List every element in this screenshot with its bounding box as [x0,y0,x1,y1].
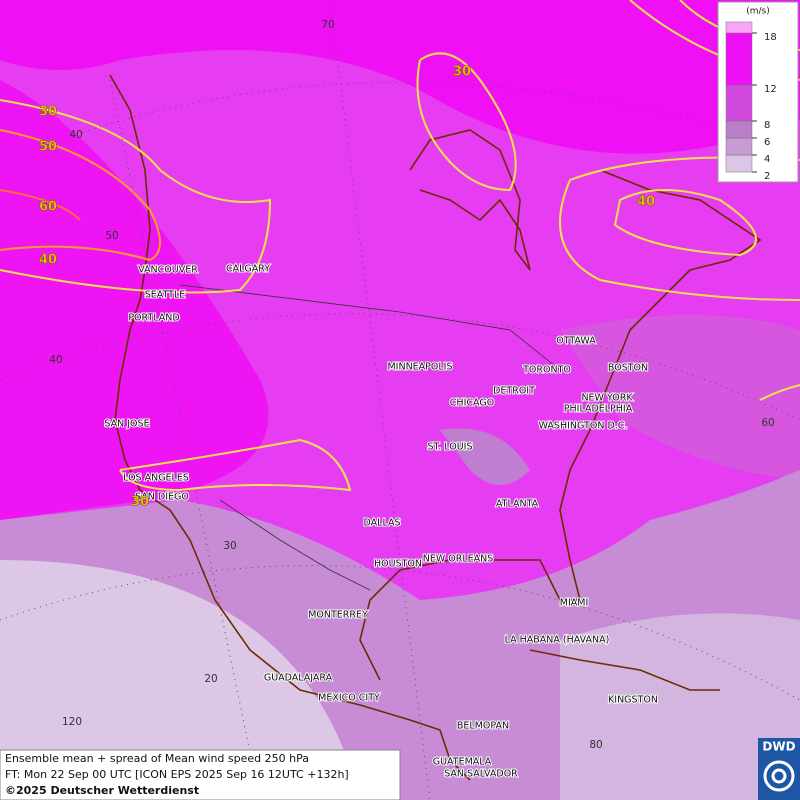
graticule-line [59,81,800,151]
border [219,499,371,591]
city-label: CHICAGO [450,398,494,409]
city-label: LOS ANGELES [123,473,189,484]
legend-unit: (m/s) [746,7,770,17]
contour-label: 30 [39,105,57,120]
graticule-label: 40 [49,354,62,366]
contour [0,129,161,262]
graticule-line [0,313,800,421]
graticule-label: 30 [223,540,236,552]
logo-swirl [771,768,787,784]
graticule-label: 120 [62,716,82,728]
city-label: MIAMI [560,598,589,609]
city-label: OTTAWA [556,336,596,347]
city-label: MINNEAPOLIS [387,362,452,373]
city-label: SEATTLE [145,290,186,301]
jet-region [0,0,800,154]
logo-swirl [763,760,795,792]
legend-band [725,154,753,173]
city-label: NEW ORLEANS [423,554,494,565]
shade-region [0,560,360,800]
shade-region [440,428,530,485]
legend-tick-label: 6 [764,137,770,148]
graticule-line [0,565,800,701]
city-label: MONTERREY [308,610,368,621]
city-label: VANCOUVER [138,265,198,276]
coastline [409,129,531,271]
city-label: BOSTON [608,363,648,374]
caption-line: FT: Mon 22 Sep 00 UTC [ICON EPS 2025 Sep… [5,768,349,781]
legend-band [725,21,753,34]
city-label: SAN SALVADOR [444,769,518,780]
contour [613,189,757,257]
city-label: DETROIT [493,386,535,397]
legend-band [725,32,753,86]
legend-band [725,84,753,122]
graticule-label: 40 [69,129,82,141]
legend: (m/s) 2 4 6 8 12 18 [717,1,799,183]
city-label: PHILADELPHIA [564,404,633,415]
legend-bands: 2 4 6 8 12 18 [725,21,777,182]
graticule-line [109,0,431,800]
jet-region [0,80,269,520]
legend-band [725,137,753,156]
contour-label: 30 [131,495,149,510]
shade-region [560,613,800,800]
coastline [529,649,720,691]
legend-tick-label: 4 [764,154,770,165]
logo-text: DWD [762,740,795,754]
contour-label: 50 [39,140,57,155]
city-label: NEW YORK [581,393,633,404]
caption-line: Ensemble mean + spread of Mean wind spee… [5,752,309,765]
legend-tick-label: 2 [764,171,770,182]
contour-label: 60 [39,200,57,215]
contour [119,438,352,492]
contour-label: 30 [453,65,471,80]
contour [559,156,800,301]
city-label: BELMOPAN [457,721,509,732]
legend-tick-label: 18 [764,32,777,43]
city-label: HOUSTON [374,559,422,570]
graticule-label: 80 [589,739,602,751]
legend-band [725,120,753,139]
city-label: PORTLAND [128,313,179,324]
contour-label: 40 [637,195,655,210]
city-label: GUATEMALA [433,757,492,768]
border [179,284,561,371]
city-label: CALGARY [226,264,270,275]
city-label: MEXICO CITY [318,693,380,704]
city-label: GUADALAJARA [264,673,333,684]
city-label: WASHINGTON D.C. [539,421,628,432]
graticule-label: 20 [204,673,217,685]
contour-label: 40 [39,253,57,268]
legend-tick-label: 8 [764,120,770,131]
city-label: LA HABANA (HAVANA) [505,635,610,646]
contour [416,52,517,192]
coastline [359,169,762,681]
contour [0,189,81,221]
city-label: DALLAS [364,518,401,529]
coastline [109,74,471,781]
city-label: SAN JOSE [104,419,149,430]
city-label: KINGSTON [608,695,658,706]
graticule-label: 60 [761,417,774,429]
caption-box [0,749,401,800]
city-label: ATLANTA [496,499,539,510]
legend-tick-label: 12 [764,84,777,95]
city-label: TORONTO [522,365,571,376]
caption-line: ©2025 Deutscher Wetterdienst [5,784,199,797]
labels: VANCOUVER CALGARY SEATTLE PORTLAND SAN JOSE L… [39,19,775,781]
coastlines [109,74,762,781]
graticule-label: 70 [321,19,334,31]
city-label: SAN DIEGO [135,492,189,503]
city-label: ST. LOUIS [428,442,473,453]
contour [0,99,272,294]
graticule-label: 50 [105,230,118,242]
